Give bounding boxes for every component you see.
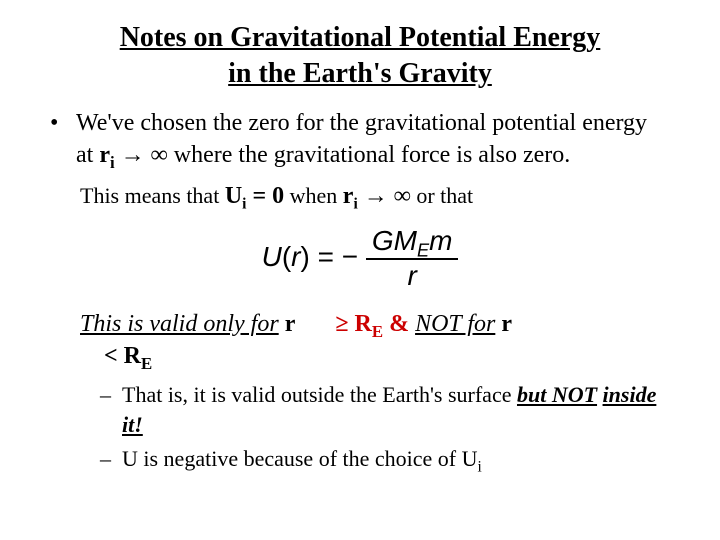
fraction: GMEm r [366,226,459,292]
means-U: U [225,183,242,209]
valid-notfor: NOT for [415,311,495,337]
b1-inf: ∞ [151,142,168,168]
means-pre: This means that [80,183,225,208]
b1-r: r [99,142,110,168]
f-U: U [262,241,282,272]
valid-amp: & [383,311,415,337]
valid-left: This is valid only for r < RE [80,308,335,373]
d1-butnot: but NOT [517,382,597,407]
means-eq: = 0 [246,183,284,209]
dash-1-text: That is, it is valid outside the Earth's… [122,380,670,439]
f-m: m [429,225,452,256]
f-M: M [394,225,417,256]
valid-lt-Re: E [141,354,152,373]
valid-line: This is valid only for r < RE ≥ RE & NOT… [80,308,670,373]
denominator: r [366,260,459,292]
means-arrow: → [358,183,394,209]
valid-only: This is valid only for [80,311,279,337]
dash-marker: – [100,380,122,439]
dash-marker: – [100,444,122,474]
bullet-marker: • [50,107,76,172]
means-r: r [343,183,354,209]
valid-Re: E [372,321,383,340]
b1-post: where the gravitational force is also ze… [168,142,571,168]
f-close-eq: ) = − [300,241,358,272]
formula: U( r ) = − GMEm r [262,226,459,292]
d2-sub: i [478,458,482,475]
f-Esub: E [417,241,429,261]
bullet-1: • We've chosen the zero for the gravitat… [50,107,670,172]
means-line: This means that Ui = 0 when ri → ∞ or th… [80,180,670,212]
title-line2: in the Earth's Gravity [228,58,492,89]
means-inf: ∞ [394,183,411,209]
f-G: G [372,225,394,256]
formula-block: U( r ) = − GMEm r [50,226,670,292]
slide-title: Notes on Gravitational Potential Energy … [50,20,670,93]
numerator: GMEm [366,226,459,260]
means-post: or that [411,183,473,208]
valid-tail-r: r [495,311,512,337]
valid-right: ≥ RE & NOT for r [335,308,670,373]
valid-R: R [355,311,372,337]
valid-r: r [279,311,296,337]
b1-arrow: → [115,142,151,168]
dash-2-text: U is negative because of the choice of U… [122,444,670,474]
d1-pre: That is, it is valid outside the Earth's… [122,382,517,407]
dash-1: – That is, it is valid outside the Earth… [100,380,670,439]
means-when: when [284,183,343,208]
valid-ge: ≥ [335,311,354,337]
valid-lt-R: < R [104,343,141,369]
title-line1: Notes on Gravitational Potential Energy [120,22,601,53]
bullet-1-text: We've chosen the zero for the gravitatio… [76,107,670,172]
dash-2: – U is negative because of the choice of… [100,444,670,474]
d2-pre: U is negative because of the choice of U [122,446,478,471]
f-open: ( [282,241,291,272]
